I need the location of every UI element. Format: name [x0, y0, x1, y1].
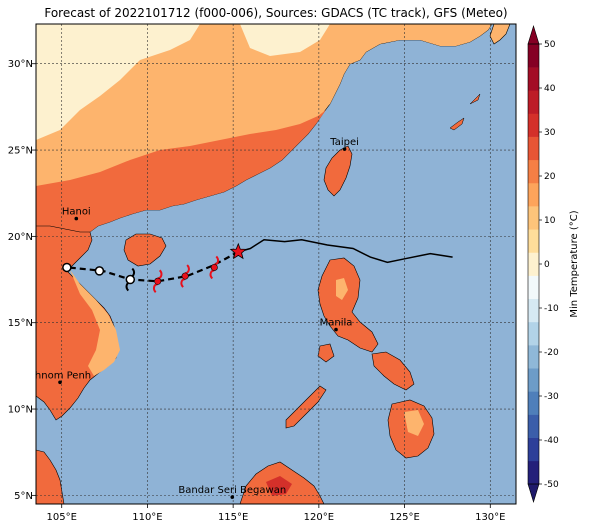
- y-tick-label: 20°N: [8, 232, 33, 243]
- colorbar-tick-label: -20: [544, 348, 559, 358]
- land-hainan: [123, 233, 167, 267]
- city-label: Phnom Penh: [29, 370, 91, 381]
- land-borneo-hot: [266, 476, 292, 496]
- land-palawan: [285, 385, 327, 429]
- city-label: Manila: [320, 318, 353, 329]
- storm-eye: [154, 277, 162, 285]
- city-dot: [230, 495, 235, 499]
- colorbar-segment: [528, 90, 539, 114]
- colorbar-segment: [528, 275, 539, 300]
- y-tick-label: 30°N: [8, 59, 33, 70]
- y-tick-label: 15°N: [8, 318, 33, 329]
- storm-eye: [210, 263, 218, 271]
- storm-eye: [181, 272, 189, 280]
- x-tick-label: 120°E: [304, 512, 334, 523]
- colorbar-segment: [528, 368, 539, 392]
- colorbar-title: Min Temperature (°C): [569, 210, 580, 317]
- colorbar-segment: [528, 414, 539, 438]
- land-china-hot: [36, 110, 326, 232]
- colorbar-segment: [528, 321, 539, 346]
- colorbar-min-arrow: [527, 483, 540, 504]
- colorbar-segment: [528, 44, 539, 68]
- colorbar-segment: [528, 136, 539, 161]
- forecast-point-marker: [62, 262, 72, 273]
- city-label: Taipei: [329, 137, 359, 148]
- city-label: Hanoi: [62, 207, 91, 218]
- colorbar-tick-label: 20: [544, 172, 556, 182]
- x-tick-label: 105°E: [47, 512, 77, 523]
- colorbar-tick-label: -30: [544, 392, 559, 402]
- land-luzon-warm: [336, 278, 348, 300]
- colorbar: -50 -40 -30 -20 -10 0 10 20 30 40 50 Min Temperatur…: [527, 24, 580, 504]
- map-frame: [35, 23, 517, 505]
- map-panel[interactable]: Taipei Hanoi Manila Phnom Penh Bandar Seri B…: [29, 24, 516, 504]
- city-dot: [74, 216, 79, 221]
- colorbar-segment: [528, 252, 539, 276]
- tc-track: [62, 239, 453, 293]
- land-mindanao-warm: [404, 410, 424, 436]
- tropical-storm-icon: [209, 255, 220, 280]
- colorbar-segment: [528, 182, 539, 207]
- tropical-storm-icon: [152, 269, 163, 293]
- gridlines: [36, 24, 516, 504]
- city-dot: [58, 380, 62, 385]
- land-china-cool-2: [240, 24, 330, 56]
- land-china-warm: [36, 24, 492, 186]
- colorbar-tick-label: -10: [544, 304, 559, 314]
- colorbar-max-arrow: [527, 24, 540, 45]
- colorbar-segment: [528, 298, 539, 323]
- land-luzon: [317, 257, 379, 353]
- colorbar-tick-label: -40: [544, 436, 559, 446]
- x-tick-label: 125°E: [389, 512, 419, 523]
- city-markers: Taipei Hanoi Manila Phnom Penh Bandar Seri B…: [29, 137, 359, 499]
- colorbar-tick-label: 50: [544, 40, 556, 50]
- x-tick-label: 130°E: [475, 512, 505, 523]
- colorbar-segment: [528, 345, 539, 369]
- colorbar-segment: [528, 67, 539, 91]
- land-china-cool: [36, 24, 200, 140]
- colorbar-tick-label: -50: [544, 480, 559, 490]
- land-indochina-warm: [70, 270, 120, 376]
- colorbar-tick-label: 0: [544, 260, 550, 270]
- colorbar-segment: [528, 113, 539, 137]
- city-dot: [334, 327, 338, 332]
- colorbar-segment: [528, 391, 539, 415]
- past-track-line: [238, 239, 453, 264]
- current-position-star-icon: [229, 242, 247, 260]
- colorbar-tick-label: 30: [544, 128, 556, 138]
- land-mindoro: [317, 343, 335, 363]
- land-ryukyu: [449, 117, 465, 131]
- x-tick-label: 110°E: [132, 512, 162, 523]
- colorbar-segment: [528, 159, 539, 184]
- y-tick-label: 10°N: [8, 405, 33, 416]
- forecast-point-marker: [94, 266, 105, 276]
- forecast-point-marker: [125, 274, 136, 285]
- land-ryukyu-2: [469, 93, 481, 105]
- city-label: Bandar Seri Begawan: [178, 485, 286, 496]
- land-taiwan: [323, 145, 353, 197]
- colorbar-tick-label: 10: [544, 216, 556, 226]
- city-dot: [342, 147, 347, 151]
- colorbar-segment: [528, 460, 539, 485]
- land-malay: [36, 449, 65, 504]
- colorbar-segment: [528, 229, 539, 253]
- y-tick-label: 5°N: [14, 491, 33, 502]
- map-axes: 105°E 110°E 115°E 120°E 125°E 130°E 5°N 10°N 15°…: [8, 59, 506, 523]
- colorbar-tick-label: 40: [544, 84, 556, 94]
- x-tick-label: 115°E: [218, 512, 248, 523]
- colorbar-segment: [528, 437, 539, 462]
- map-title: Forecast of 2022101712 (f000-006), Sourc…: [44, 6, 508, 20]
- tropical-storm-icon: [180, 264, 190, 288]
- land-visayas: [371, 351, 415, 391]
- y-tick-label: 25°N: [8, 146, 33, 157]
- colorbar-segment: [528, 206, 539, 230]
